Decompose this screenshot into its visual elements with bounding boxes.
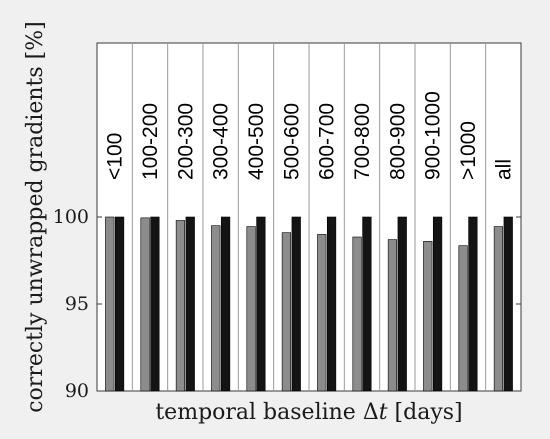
category-label: 700-800 — [351, 103, 374, 180]
bar-series-1 — [352, 236, 362, 392]
bar-series-1 — [140, 217, 150, 392]
bar-series-2 — [185, 216, 195, 392]
category-label: 500-600 — [280, 103, 303, 180]
bars — [105, 216, 513, 392]
bar-series-2 — [397, 216, 407, 392]
category-label: 800-900 — [386, 103, 409, 180]
y-tick-label: 90 — [65, 380, 89, 402]
bar-series-1 — [246, 226, 256, 392]
y-axis: 90 95 100 — [53, 206, 521, 402]
bar-series-2 — [503, 216, 513, 392]
bar-series-2 — [432, 216, 443, 392]
category-labels: <100 100-200 200-300 300-400 400-500 500-600 6… — [104, 91, 516, 180]
bar-series-1 — [387, 239, 398, 392]
category-label: 400-500 — [245, 103, 268, 180]
category-label: <100 — [104, 133, 127, 180]
y-axis-label: correctly unwrapped gradients [%] — [23, 21, 48, 413]
y-tick-label: 100 — [53, 206, 89, 228]
x-axis-label-unit: [days] — [388, 400, 463, 425]
bar-series-1 — [458, 245, 468, 392]
x-axis-label: temporal baseline Δt [days] — [155, 400, 462, 425]
bar-series-1 — [423, 241, 433, 392]
bar-series-2 — [114, 216, 125, 392]
category-label: 600-700 — [316, 103, 339, 180]
bar-series-2 — [326, 216, 337, 392]
category-label: 200-300 — [174, 103, 197, 180]
x-axis-label-text: temporal baseline — [155, 400, 362, 425]
category-label: all — [492, 159, 515, 180]
bar-series-2 — [220, 216, 231, 392]
bar-series-1 — [281, 232, 292, 392]
x-axis-label-t: t — [379, 400, 388, 425]
category-separators — [131, 43, 487, 391]
bar-series-1 — [493, 226, 504, 392]
y-tick-label: 95 — [65, 293, 89, 315]
bar-series-1 — [175, 220, 186, 392]
category-label: 100-200 — [139, 103, 162, 180]
bar-series-1 — [317, 234, 327, 392]
bar-series-2 — [256, 216, 266, 392]
category-label: 900-1000 — [422, 91, 445, 180]
x-axis-label-delta: Δ — [363, 400, 379, 425]
bar-series-2 — [291, 216, 301, 392]
category-label: 300-400 — [210, 103, 233, 180]
bar-series-1 — [211, 225, 221, 392]
bar-series-1 — [105, 216, 115, 392]
category-label: >1000 — [457, 121, 480, 180]
bar-series-2 — [362, 216, 372, 392]
bar-series-2 — [468, 216, 478, 392]
bar-series-2 — [150, 216, 160, 392]
